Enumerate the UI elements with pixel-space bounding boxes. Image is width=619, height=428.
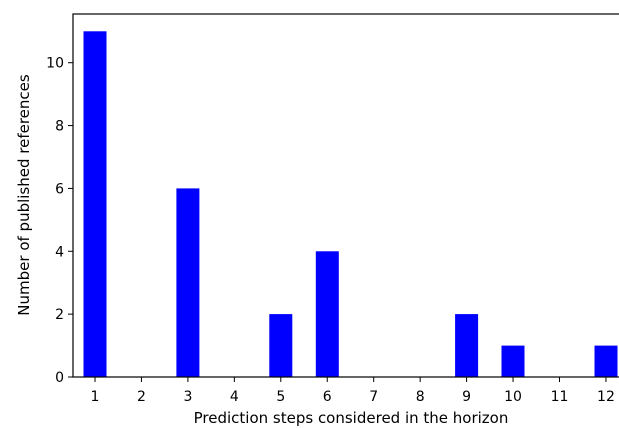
bar-5 [269,314,293,377]
x-tick-label: 11 [551,389,569,405]
x-tick-label: 4 [230,389,239,405]
x-tick-label: 10 [504,389,522,405]
plot-frame [72,13,619,378]
y-tick-label: 10 [46,56,64,72]
y-tick-label: 4 [55,244,64,260]
x-tick-label: 2 [137,389,146,405]
y-tick-label: 2 [55,307,64,323]
x-tick-label: 3 [183,389,192,405]
x-tick-label: 8 [416,389,425,405]
y-axis-label: Number of published references [15,74,33,316]
bar-3 [176,188,200,377]
x-tick-label: 6 [323,389,332,405]
y-axis-ticks: 0 2 4 6 8 10 [46,56,73,386]
x-axis-label: Prediction steps considered in the horiz… [194,409,509,427]
y-tick-label: 0 [55,370,64,386]
y-tick-label: 6 [55,181,64,197]
x-tick-label: 1 [91,389,100,405]
bar-12 [594,345,618,377]
bar-10 [501,345,525,377]
x-tick-label: 9 [462,389,471,405]
bar-9 [455,314,479,377]
bar-1 [83,31,107,378]
y-tick-label: 8 [55,119,64,135]
x-axis-ticks: 1 2 3 4 5 6 7 8 9 10 11 12 [91,377,615,405]
x-tick-label: 12 [597,389,615,405]
bar-6 [315,251,339,377]
bars-group [83,31,618,378]
x-tick-label: 7 [369,389,378,405]
x-tick-label: 5 [276,389,285,405]
